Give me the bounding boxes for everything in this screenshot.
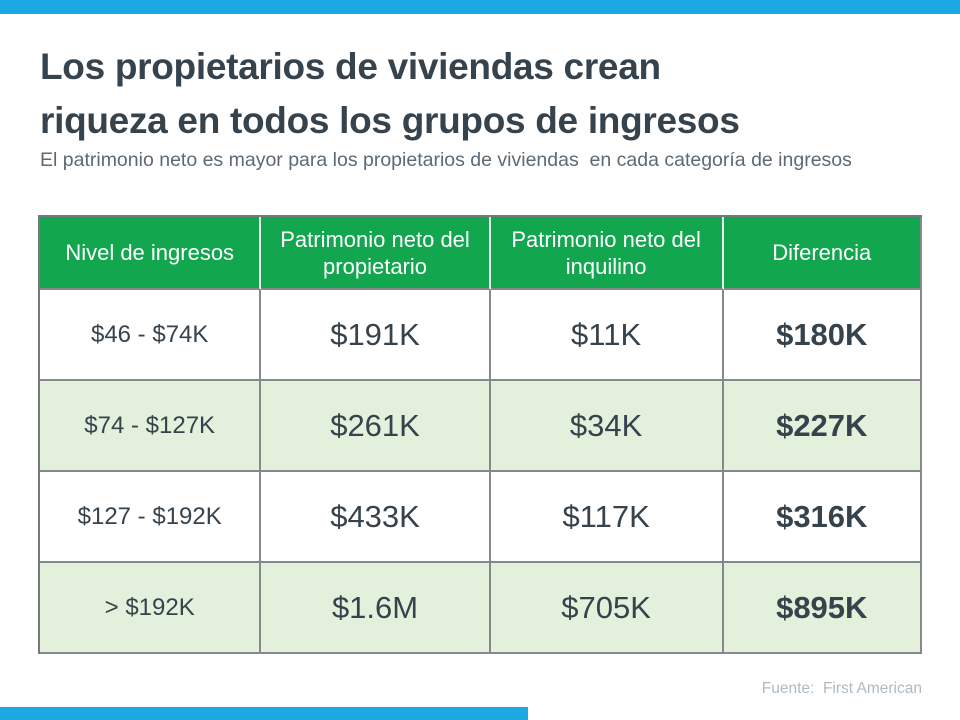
renter-net-worth-cell: $117K [490,472,724,563]
page-title: Los propietarios de viviendas crean riqu… [40,40,930,148]
table-row: $127 - $192K $433K $117K $316K [40,472,922,563]
column-header-owner-net-worth: Patrimonio neto del propietario [261,217,491,290]
difference-cell: $180K [723,290,922,381]
data-table: Nivel de ingresos Patrimonio neto del pr… [38,215,922,654]
column-header-difference: Diferencia [723,217,922,290]
table-row: > $192K $1.6M $705K $895K [40,563,922,654]
owner-net-worth-cell: $261K [261,381,491,472]
bottom-accent-bar [0,707,528,720]
page-subtitle: El patrimonio neto es mayor para los pro… [40,149,852,171]
column-header-renter-net-worth: Patrimonio neto del inquilino [490,217,724,290]
income-level-cell: $46 - $74K [40,290,262,381]
renter-net-worth-cell: $11K [490,290,724,381]
difference-cell: $316K [723,472,922,563]
renter-net-worth-cell: $34K [490,381,724,472]
income-level-cell: > $192K [40,563,262,654]
difference-cell: $895K [723,563,922,654]
table-header-row: Nivel de ingresos Patrimonio neto del pr… [40,217,922,290]
source-credit: Fuente: First American [761,680,922,697]
page-title-line1: Los propietarios de viviendas crean [40,46,661,87]
owner-net-worth-cell: $1.6M [261,563,491,654]
table-row: $74 - $127K $261K $34K $227K [40,381,922,472]
renter-net-worth-cell: $705K [490,563,724,654]
owner-net-worth-cell: $433K [261,472,491,563]
page-title-line2: riqueza en todos los grupos de ingresos [40,100,740,141]
top-accent-bar [0,0,960,14]
difference-cell: $227K [723,381,922,472]
column-header-income-level: Nivel de ingresos [40,217,262,290]
income-level-cell: $127 - $192K [40,472,262,563]
owner-net-worth-cell: $191K [261,290,491,381]
table-row: $46 - $74K $191K $11K $180K [40,290,922,381]
income-level-cell: $74 - $127K [40,381,262,472]
